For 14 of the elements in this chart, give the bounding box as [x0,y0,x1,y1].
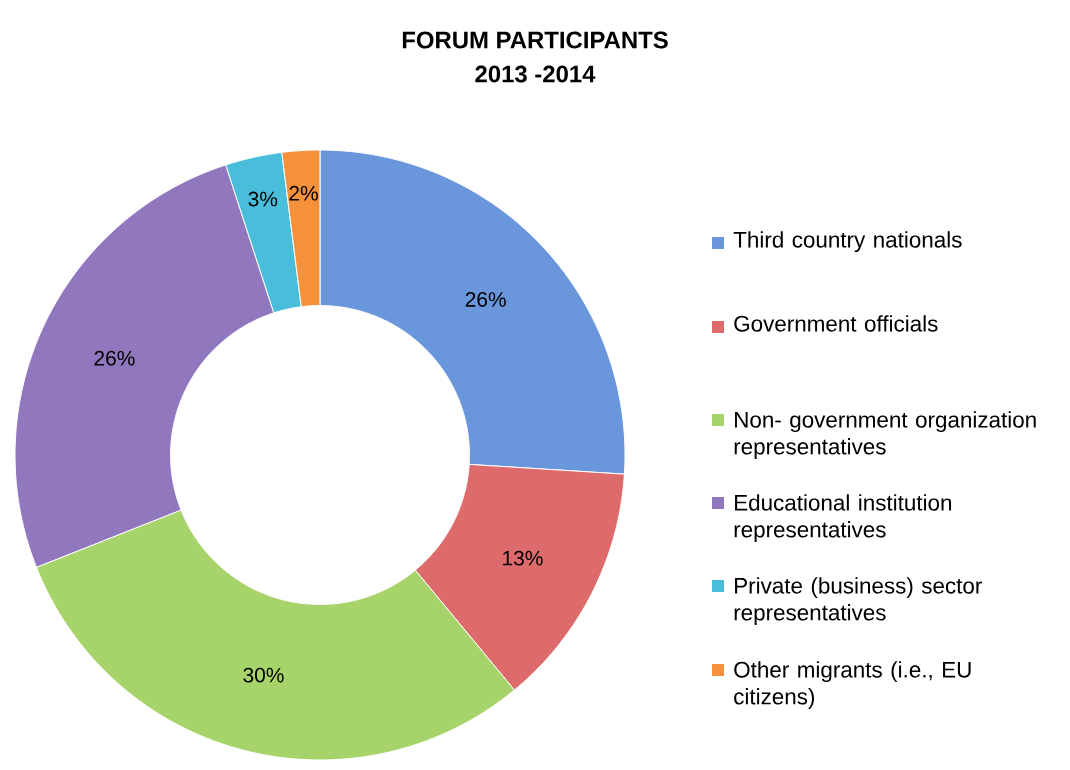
legend-label: Third country nationals [733,231,962,253]
legend-label: Educational institution representatives [734,494,952,542]
chart-subtitle: 2013 -2014 [475,65,596,83]
data-label: 3% [248,191,278,207]
data-label: 30% [243,667,284,683]
legend-label: Government officials [734,315,938,332]
data-label: 26% [94,350,135,366]
data-label: 2% [289,185,318,201]
legend-label: Non- government organization representatives [734,411,1036,459]
data-label: 26% [465,292,506,307]
legend-label: Other migrants (i.e., EU citizens) [734,661,971,709]
data-label: 13% [503,550,543,566]
legend-label: Private (business) sector representatives [734,577,982,625]
chart-title: FORUM PARTICIPANTS [402,31,668,49]
